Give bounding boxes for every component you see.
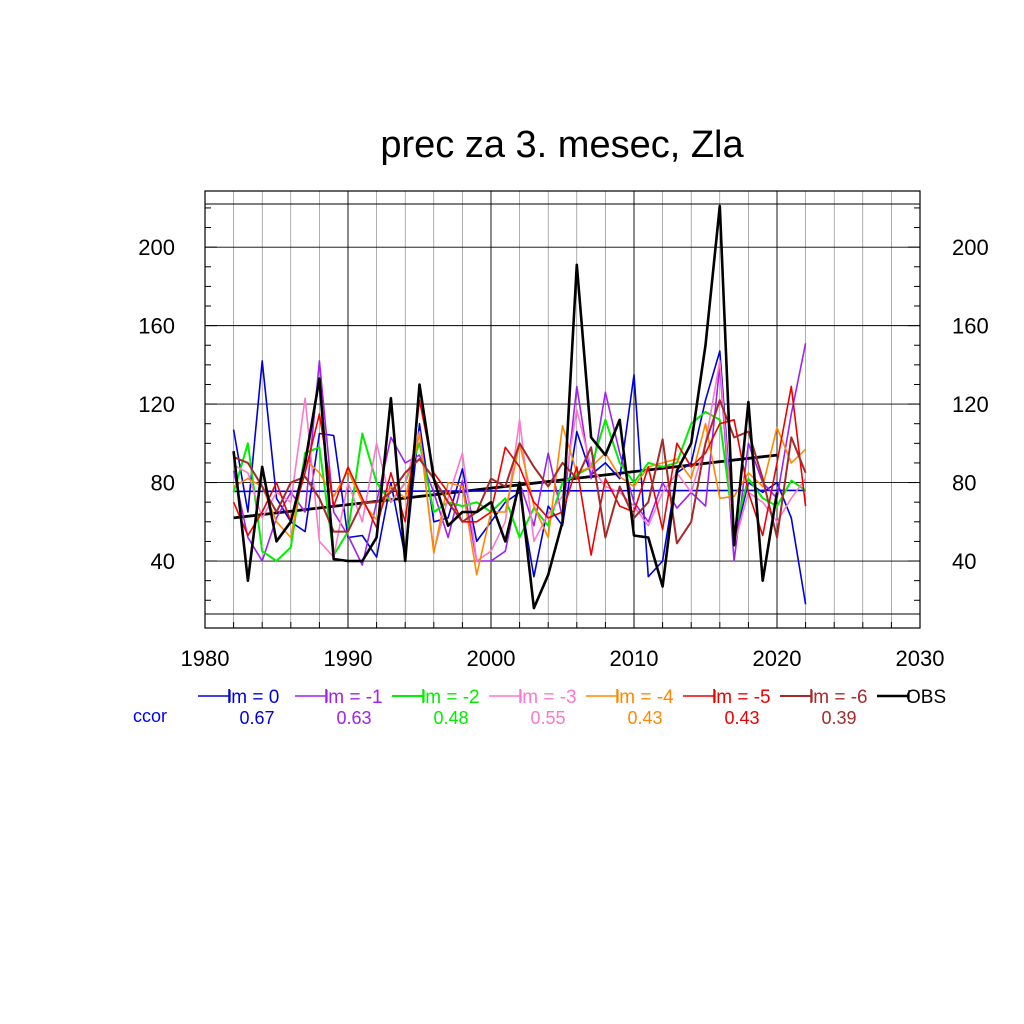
legend-label: lm = -6 (809, 687, 868, 708)
legend: ccor lm = 00.67 lm = -10.63 lm = -20.48 lm =… (133, 687, 946, 728)
x-tick-label: 2030 (896, 646, 945, 671)
x-tick-label: 2010 (610, 646, 659, 671)
y-tick-label-left: 120 (138, 392, 175, 417)
x-tick-label: 2000 (467, 646, 516, 671)
y-tick-label-left: 200 (138, 235, 175, 260)
x-tick-label: 1980 (181, 646, 230, 671)
legend-ccor-value: 0.48 (433, 708, 468, 728)
series-line-6 (233, 399, 807, 545)
axis-ticks (204, 207, 921, 628)
grid (204, 191, 921, 628)
legend-ccor-value: 0.63 (336, 708, 371, 728)
series-line-7 (232, 204, 779, 610)
legend-label: lm = 0 (227, 687, 279, 708)
legend-label: lm = -3 (518, 687, 577, 708)
legend-ccor-value: 0.39 (821, 708, 856, 728)
plot-frame (204, 190, 921, 629)
series-line-3 (233, 360, 807, 562)
legend-ccor-value: 0.55 (530, 708, 565, 728)
legend-ccor-value: 0.43 (724, 708, 759, 728)
y-tick-label-left: 80 (151, 471, 175, 496)
series-line-5 (232, 385, 807, 556)
y-tick-label-left: 40 (151, 549, 175, 574)
legend-ccor-value: 0.67 (239, 708, 274, 728)
ccor-label: ccor (133, 706, 167, 726)
chart-title: prec za 3. mesec, Zla (380, 124, 744, 166)
legend-ccor-value: 0.43 (627, 708, 662, 728)
y-tick-label-right: 40 (952, 549, 976, 574)
tick-labels: 40 40 80 80 120 120 160 160 200 200 1980 1990 2000 20… (138, 235, 988, 671)
legend-label: lm = -4 (615, 687, 674, 708)
legend-label: lm = -2 (421, 687, 480, 708)
legend-label: lm = -1 (324, 687, 383, 708)
y-tick-label-right: 200 (952, 235, 989, 260)
y-tick-label-left: 160 (138, 314, 175, 339)
x-tick-label: 2020 (753, 646, 802, 671)
legend-label: OBS (906, 687, 946, 708)
x-tick-label: 1990 (324, 646, 373, 671)
series-lines (232, 204, 807, 610)
y-tick-label-right: 120 (952, 392, 989, 417)
y-tick-label-right: 80 (952, 471, 976, 496)
y-tick-label-right: 160 (952, 314, 989, 339)
legend-label: lm = -5 (712, 687, 771, 708)
